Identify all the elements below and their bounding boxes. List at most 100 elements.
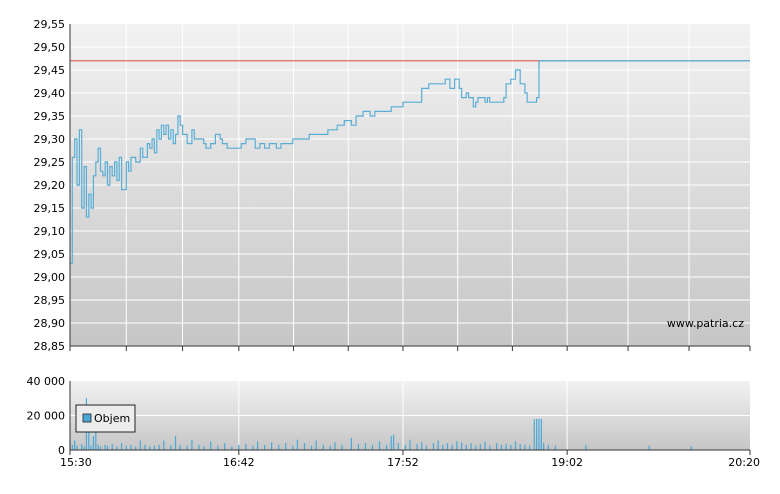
volume-bar [120,443,123,450]
volume-bar [378,441,381,450]
volume-bar [585,444,587,450]
volume-bar [540,418,542,450]
volume-bar [357,443,360,450]
y-tick-label: 29,40 [34,87,66,100]
volume-bar [285,443,287,450]
volume-bar [404,444,406,450]
volume-bar [231,446,233,450]
volume-y-tick-label: 0 [58,444,65,457]
volume-bar [104,444,106,450]
volume-bar [198,444,200,450]
volume-y-tick-labels: 40 000 20 000 0 [27,375,66,457]
y-tick-label: 29,45 [34,64,66,77]
volume-bar [514,441,517,450]
volume-bar [191,439,193,450]
volume-bar [271,442,273,450]
volume-bar [341,444,343,450]
y-tick-label: 29,25 [34,156,66,169]
volume-bar [547,444,549,450]
volume-bar [460,442,463,450]
volume-y-tick-label: 40 000 [27,375,66,388]
volume-bar [186,445,188,450]
y-tick-label: 29,20 [34,179,66,192]
volume-bar [484,441,486,450]
x-tick-label: 19:02 [551,456,583,469]
volume-bar [397,443,399,450]
volume-bar [524,444,526,450]
volume-bar [296,439,299,450]
y-tick-label: 29,50 [34,41,66,54]
volume-bar [446,443,449,450]
volume-bar [543,443,545,450]
y-tick-label: 28,95 [34,294,66,307]
volume-bar [303,443,306,450]
volume-bar [315,440,317,450]
volume-bar [170,444,172,450]
volume-bar [144,444,146,450]
volume-bar [106,445,109,450]
volume-bar [116,446,118,450]
x-tick-label: 15:30 [60,456,92,469]
volume-bar [99,446,102,450]
y-tick-label: 29,35 [34,110,66,123]
volume-bar [224,443,226,450]
volume-bar [292,445,294,450]
volume-bar [456,441,458,450]
volume-bar [425,445,428,450]
volume-bar [385,444,388,450]
volume-bar [470,443,472,450]
volume-bars [69,398,692,450]
y-tick-label: 28,90 [34,317,66,330]
volume-bar [83,446,85,450]
volume-bar [92,436,95,450]
volume-bar [310,445,313,450]
volume-bar [245,443,247,450]
volume-bar [90,445,92,450]
volume-bar [364,443,367,450]
volume-bar [334,442,336,450]
legend-label: Objem [94,412,130,425]
volume-bar [442,444,444,450]
volume-bar [149,446,151,450]
volume-bar [416,443,418,450]
x-tick-label: 17:52 [387,456,419,469]
volume-bar [500,444,503,450]
y-tick-label: 29,00 [34,271,66,284]
y-tick-label: 29,05 [34,248,66,261]
volume-bar [554,445,556,450]
volume-bar [71,444,73,450]
time-axis-labels: 15:30 16:42 17:52 19:02 20:20 [60,456,760,469]
volume-bar [329,445,331,450]
volume-bar [505,443,507,450]
volume-bar [256,441,259,450]
volume-bar [81,443,83,450]
volume-bar [158,444,160,450]
volume-bar [252,445,254,450]
volume-bar [421,442,423,450]
volume-bar [510,444,512,450]
volume-bar [111,443,113,450]
volume-bar [533,418,535,450]
watermark: www.patria.cz [667,317,744,330]
volume-bar [97,444,99,450]
y-tick-label: 29,55 [34,18,66,31]
volume-bar [130,444,132,450]
price-x-ticks [69,346,751,351]
volume-bar [536,418,538,450]
volume-bar [95,431,97,450]
volume-bar [278,444,280,450]
volume-bar [238,444,240,450]
volume-bar [153,445,156,450]
volume-y-tick-label: 20 000 [27,410,66,423]
volume-bar [528,445,531,450]
volume-bar [76,445,78,450]
volume-bar [203,446,205,450]
volume-bar [648,445,650,450]
volume-bar [475,445,477,450]
volume-bar [409,439,411,450]
volume-bar [135,446,137,450]
volume-bar [88,425,90,450]
price-panel: 29,55 29,50 29,45 29,40 29,35 29,30 29,25 29,20… [34,18,751,353]
